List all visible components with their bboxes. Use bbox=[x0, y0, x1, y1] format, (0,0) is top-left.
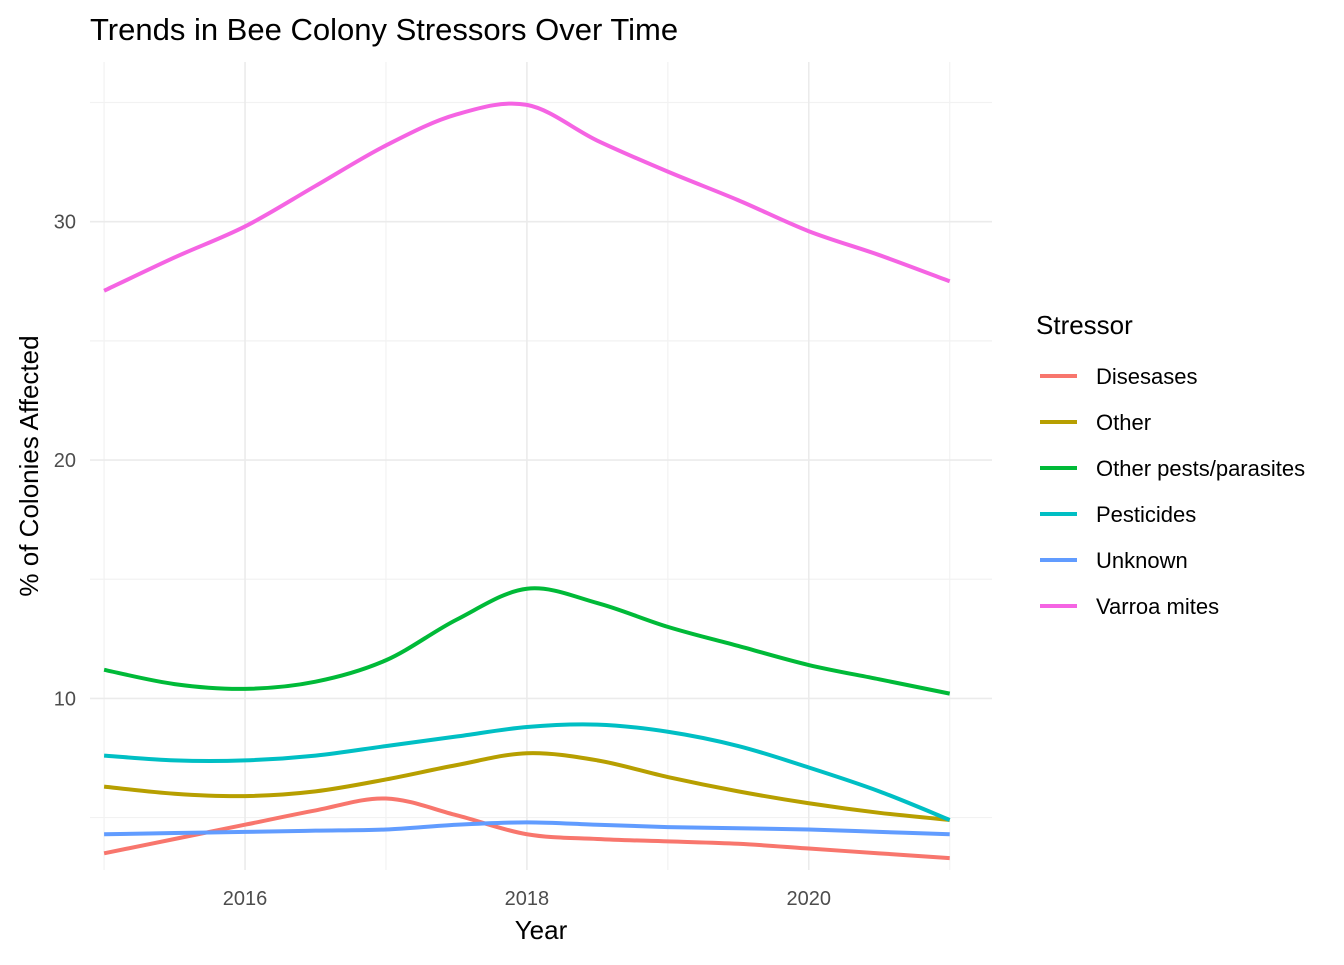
legend-label-disesases: Disesases bbox=[1096, 364, 1197, 389]
legend-label-pesticides: Pesticides bbox=[1096, 502, 1196, 527]
chart-title: Trends in Bee Colony Stressors Over Time bbox=[90, 12, 678, 47]
y-tick-label: 30 bbox=[54, 212, 76, 234]
series-line-other-pests-parasites bbox=[103, 586, 951, 696]
axes: 2016 2018 2020 10 20 30 bbox=[54, 212, 831, 910]
legend-label-unknown: Unknown bbox=[1096, 548, 1188, 573]
x-tick-label: 2018 bbox=[505, 888, 550, 910]
series-line-disesases bbox=[103, 796, 950, 861]
x-axis-title: Year bbox=[515, 915, 568, 945]
grid bbox=[90, 62, 992, 870]
y-axis-title: % of Colonies Affected bbox=[14, 335, 44, 596]
legend-label-other-pests-parasites: Other pests/parasites bbox=[1096, 456, 1305, 481]
legend: Stressor Disesases Other Other pests/paras… bbox=[1036, 310, 1305, 619]
series-line-pesticides bbox=[103, 722, 951, 822]
x-tick-label: 2016 bbox=[223, 888, 268, 910]
series-lines bbox=[103, 101, 951, 861]
series-line-varroa-mites bbox=[103, 101, 951, 293]
series-line-unknown bbox=[104, 820, 950, 837]
legend-title: Stressor bbox=[1036, 310, 1133, 340]
legend-label-other: Other bbox=[1096, 410, 1151, 435]
legend-items: Disesases Other Other pests/parasites Pesti… bbox=[1040, 364, 1305, 619]
series-line-other bbox=[103, 751, 950, 822]
legend-label-varroa-mites: Varroa mites bbox=[1096, 594, 1219, 619]
y-tick-label: 20 bbox=[54, 450, 76, 472]
y-tick-label: 10 bbox=[54, 688, 76, 710]
x-tick-label: 2020 bbox=[787, 888, 832, 910]
